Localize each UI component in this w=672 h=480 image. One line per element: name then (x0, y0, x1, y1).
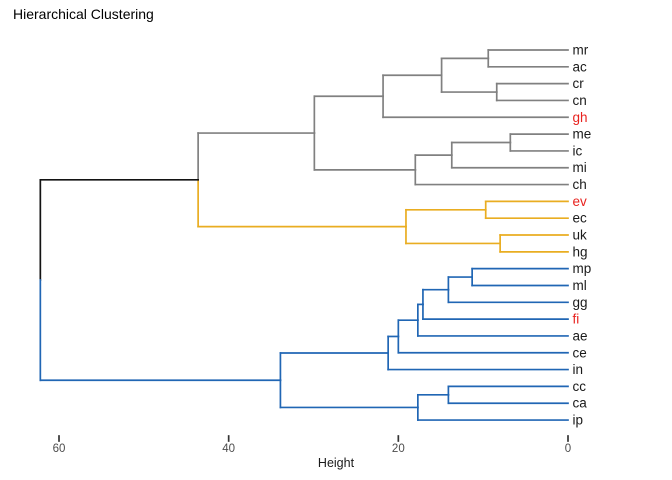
chart-title: Hierarchical Clustering (13, 6, 154, 22)
leaf-label: cn (573, 93, 587, 108)
leaf-label: ml (573, 278, 587, 293)
leaf-label: ip (573, 413, 584, 428)
leaf-label: ev (573, 194, 588, 209)
leaf-label: gg (573, 295, 588, 310)
leaf-label: cc (573, 379, 587, 394)
leaf-label: ce (573, 345, 587, 360)
leaf-label: ae (573, 328, 588, 343)
leaf-label: ic (573, 143, 583, 158)
x-axis-label: Height (317, 456, 355, 470)
axis-tick-label: 40 (222, 443, 235, 455)
leaf-label: ec (573, 211, 588, 226)
leaf-label: ch (573, 177, 587, 192)
axis-tick-label: 0 (565, 443, 571, 455)
leaf-label: ca (573, 396, 588, 411)
axis-tick-label: 60 (53, 443, 66, 455)
leaf-label: uk (573, 228, 588, 243)
axis-tick-label: 20 (392, 443, 405, 455)
leaf-label: hg (573, 244, 588, 259)
leaf-label: me (573, 127, 592, 142)
leaf-label: gh (573, 110, 588, 125)
leaf-label: mr (573, 43, 589, 58)
leaf-label: ac (573, 59, 588, 74)
leaf-label: fi (573, 312, 580, 327)
leaf-label: mi (573, 160, 587, 175)
leaf-label: in (573, 362, 584, 377)
leaf-label: mp (573, 261, 592, 276)
leaf-label: cr (573, 76, 585, 91)
